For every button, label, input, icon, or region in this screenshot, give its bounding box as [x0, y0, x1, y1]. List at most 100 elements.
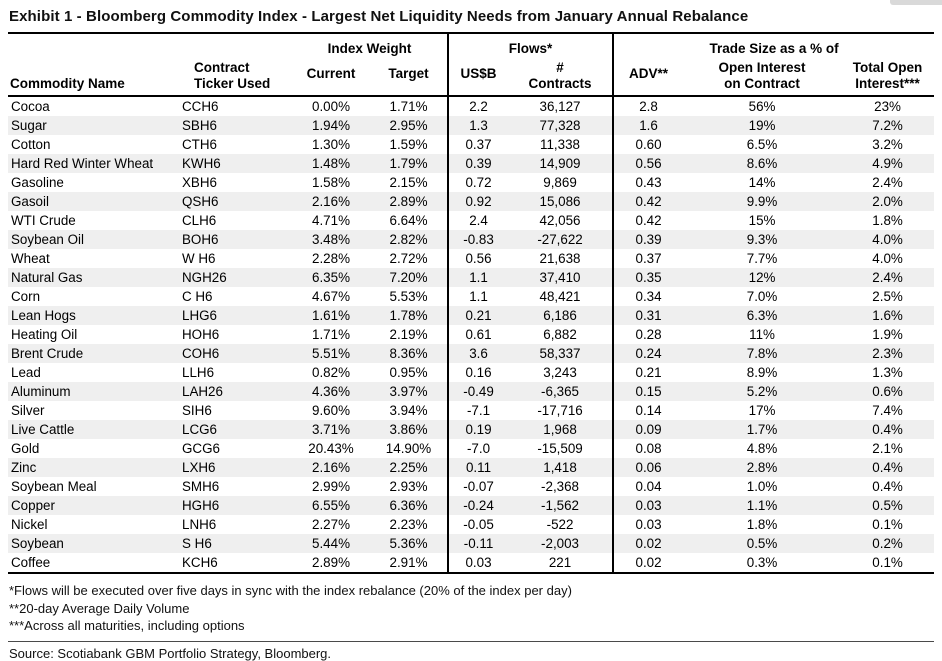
footnote-adv: **20-day Average Daily Volume — [9, 600, 190, 616]
cell-flow-usdb: -0.49 — [447, 382, 509, 401]
cell-ticker: LLH6 — [182, 365, 215, 380]
cell-commodity: Corn — [11, 289, 41, 304]
cell-total-oi: 2.4% — [872, 270, 903, 285]
cell-commodity: Heating Oil — [11, 327, 78, 342]
column-header-contract-ticker: Contract Ticker Used — [180, 58, 292, 97]
cell-flow-usdb: 0.61 — [447, 325, 509, 344]
cell-oi-on-contract: 1.0% — [746, 479, 778, 494]
cell-ticker: KWH6 — [182, 156, 221, 171]
cell-flow-contracts: -17,716 — [537, 403, 583, 418]
cell-flow-usdb: 0.21 — [447, 306, 509, 325]
cell-commodity: Cocoa — [11, 99, 50, 114]
cell-total-oi: 4.9% — [872, 156, 903, 171]
cell-flow-usdb: -0.83 — [447, 230, 509, 249]
cell-commodity: Soybean Oil — [11, 232, 84, 247]
cell-total-oi: 2.1% — [872, 441, 903, 456]
cell-total-oi: 0.4% — [872, 479, 903, 494]
cell-target-weight: 3.94% — [389, 403, 428, 418]
cell-target-weight: 2.19% — [389, 327, 428, 342]
cell-target-weight: 1.79% — [389, 156, 428, 171]
cell-flow-contracts: 1,418 — [543, 460, 577, 475]
cell-ticker: LAH26 — [182, 384, 223, 399]
cell-target-weight: 2.95% — [389, 118, 428, 133]
cell-ticker: XBH6 — [182, 175, 217, 190]
cell-commodity: Lean Hogs — [11, 308, 76, 323]
cell-current-weight: 2.28% — [312, 251, 350, 266]
cell-oi-on-contract: 8.6% — [746, 156, 778, 171]
cell-target-weight: 8.36% — [389, 346, 428, 361]
cell-flow-contracts: 6,882 — [543, 327, 577, 342]
cell-oi-on-contract: 1.1% — [746, 498, 778, 513]
cell-total-oi: 0.6% — [872, 384, 903, 399]
cell-target-weight: 3.97% — [389, 384, 428, 399]
group-header-empty — [8, 33, 292, 58]
cell-adv: 0.24 — [612, 344, 684, 363]
cell-total-oi: 0.5% — [872, 498, 903, 513]
cell-adv: 0.03 — [612, 496, 684, 515]
table-row: Natural Gas NGH26 6.35% 7.20% 1.1 37,410 0.35 1… — [8, 268, 935, 287]
cell-total-oi: 3.2% — [872, 137, 903, 152]
cell-flow-contracts: -522 — [546, 517, 574, 532]
cell-current-weight: 2.99% — [312, 479, 350, 494]
cell-current-weight: 4.67% — [312, 289, 350, 304]
cell-flow-usdb: 1.1 — [447, 287, 509, 306]
cell-target-weight: 14.90% — [385, 441, 432, 456]
cell-ticker: CTH6 — [182, 137, 217, 152]
cell-total-oi: 7.2% — [872, 118, 903, 133]
cell-adv: 0.56 — [612, 154, 684, 173]
cell-ticker: W H6 — [182, 251, 216, 266]
cell-adv: 0.34 — [612, 287, 684, 306]
cell-current-weight: 6.35% — [312, 270, 350, 285]
cell-oi-on-contract: 1.8% — [746, 517, 778, 532]
cell-current-weight: 6.55% — [312, 498, 350, 513]
cell-commodity: Lead — [11, 365, 41, 380]
table-row: Cocoa CCH6 0.00% 1.71% 2.2 36,127 2.8 56% 23% — [8, 96, 934, 116]
cell-oi-on-contract: 5.2% — [746, 384, 778, 399]
cell-target-weight: 2.82% — [389, 232, 428, 247]
cell-target-weight: 1.71% — [389, 99, 428, 114]
cell-oi-on-contract: 9.9% — [746, 194, 778, 209]
cell-flow-usdb: -0.24 — [447, 496, 509, 515]
cell-current-weight: 4.71% — [312, 213, 350, 228]
cell-commodity: Live Cattle — [11, 422, 75, 437]
cell-ticker: LNH6 — [182, 517, 217, 532]
cell-adv: 0.15 — [612, 382, 684, 401]
column-header-flows-usdb: US$B — [447, 58, 509, 97]
cell-total-oi: 0.1% — [872, 517, 903, 532]
table-row: Sugar SBH6 1.94% 2.95% 1.3 77,328 1.6 19% 7.2% — [8, 116, 935, 135]
cell-ticker: COH6 — [182, 346, 220, 361]
cell-flow-contracts: 58,337 — [539, 346, 581, 361]
cell-flow-contracts: 6,186 — [543, 308, 577, 323]
group-header-trade-size: Trade Size as a % of — [612, 33, 935, 58]
cell-oi-on-contract: 11% — [749, 327, 775, 342]
cell-target-weight: 1.59% — [389, 137, 428, 152]
cell-commodity: Coffee — [11, 555, 51, 570]
cell-target-weight: 7.20% — [389, 270, 428, 285]
cell-adv: 0.43 — [612, 173, 684, 192]
footnote-flows: *Flows will be executed over five days i… — [9, 583, 572, 598]
cell-flow-contracts: 9,869 — [543, 175, 577, 190]
cell-target-weight: 0.95% — [389, 365, 428, 380]
cell-adv: 0.21 — [612, 363, 684, 382]
cell-flow-usdb: -7.0 — [447, 439, 509, 458]
table-row: Wheat W H6 2.28% 2.72% 0.56 21,638 0.37 7.7% 4.0… — [8, 249, 934, 268]
cell-commodity: Sugar — [11, 118, 47, 133]
column-header-num-contracts: # Contracts — [508, 58, 614, 97]
cell-current-weight: 1.61% — [312, 308, 350, 323]
cell-commodity: Hard Red Winter Wheat — [11, 156, 154, 171]
cell-commodity: Wheat — [11, 251, 50, 266]
cell-ticker: SIH6 — [182, 403, 212, 418]
column-header-current-weight: Current — [292, 58, 370, 97]
cell-oi-on-contract: 7.0% — [746, 289, 778, 304]
cell-ticker: QSH6 — [182, 194, 219, 209]
cell-target-weight: 2.93% — [389, 479, 428, 494]
cell-total-oi: 2.4% — [872, 175, 903, 190]
cell-ticker: LXH6 — [182, 460, 216, 475]
footnote-maturities: ***Across all maturities, including opti… — [9, 618, 245, 633]
cell-flow-contracts: 1,968 — [543, 422, 577, 437]
table-row: Hard Red Winter Wheat KWH6 1.48% 1.79% 0.39 1… — [8, 154, 935, 173]
cell-current-weight: 1.71% — [312, 327, 350, 342]
cell-commodity: Gold — [11, 441, 40, 456]
cell-flow-usdb: 0.16 — [447, 363, 509, 382]
cell-oi-on-contract: 17% — [748, 403, 776, 418]
